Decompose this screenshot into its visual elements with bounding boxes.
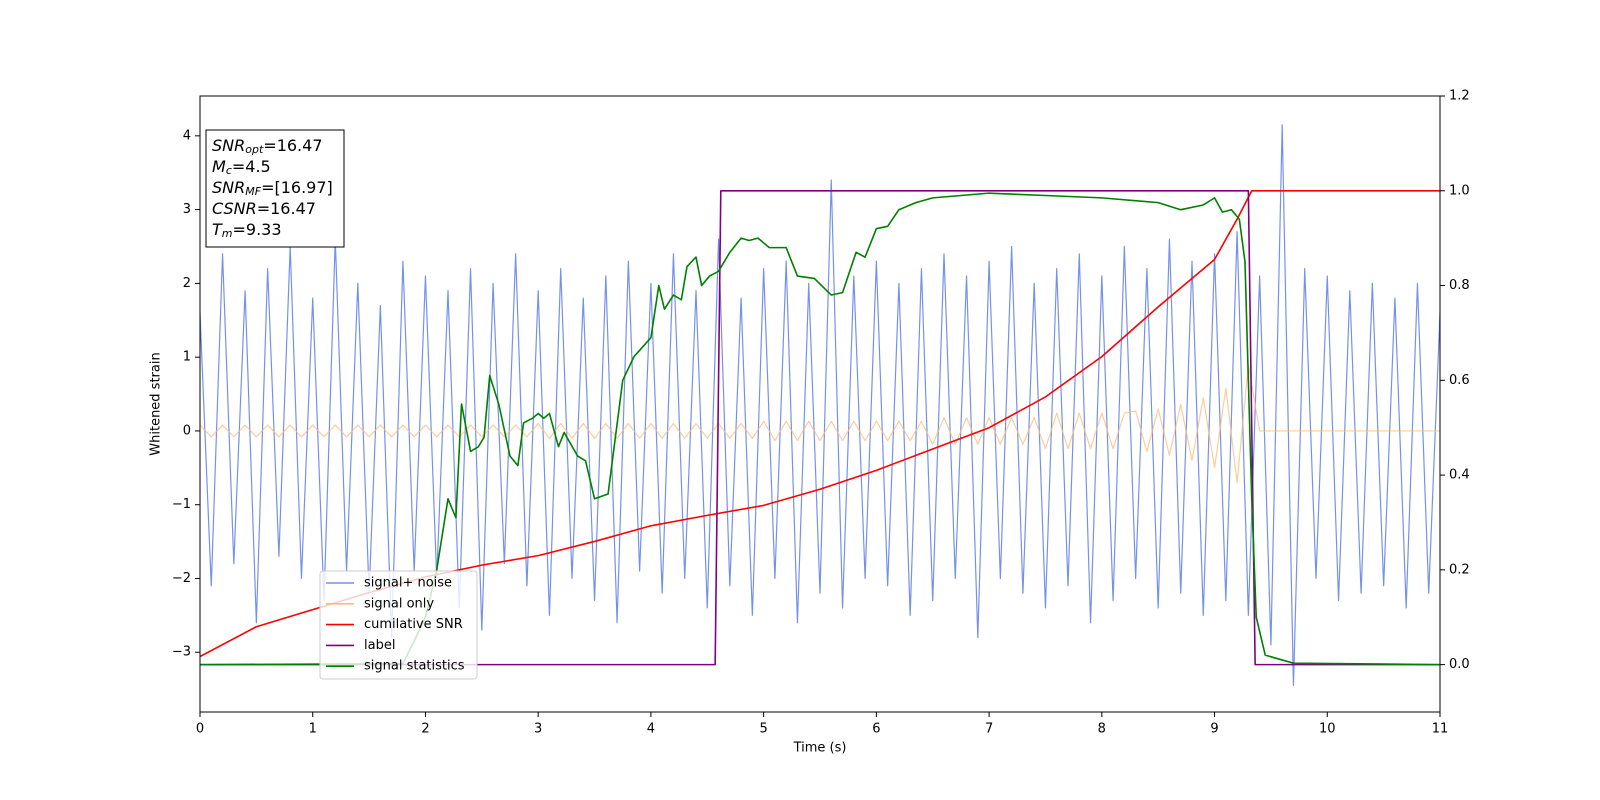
y2-tick-label: 1.0 xyxy=(1449,183,1470,198)
x-tick-label: 1 xyxy=(309,722,317,737)
x-axis-label: Time (s) xyxy=(793,741,847,756)
x-tick-label: 7 xyxy=(985,722,993,737)
x-tick-label: 8 xyxy=(1098,722,1106,737)
y-tick-label: 4 xyxy=(183,128,191,143)
annotation-text: =16.47 xyxy=(257,199,316,218)
annotation-box xyxy=(205,129,345,248)
legend-box xyxy=(319,570,478,680)
annotation-subscript: m xyxy=(222,227,233,240)
annotation-text: =4.5 xyxy=(232,157,271,176)
x-tick-label: 0 xyxy=(196,722,204,737)
x-tick-label: 3 xyxy=(534,722,542,737)
annotation: CSNR=16.47 xyxy=(212,199,316,218)
legend-label: signal statistics xyxy=(364,659,465,674)
series-line xyxy=(200,363,1440,484)
annotation-symbol: CSNR xyxy=(212,199,257,218)
annotation-text: =16.47 xyxy=(263,136,322,155)
annotation: Tm=9.33 xyxy=(212,220,282,241)
y-tick-label: 3 xyxy=(183,202,191,217)
y2-tick-label: 0.6 xyxy=(1449,373,1470,388)
legend-label: signal only xyxy=(364,596,434,611)
y-tick-label: −1 xyxy=(172,497,191,512)
legend-label: cumilative SNR xyxy=(364,617,463,632)
legend-label: signal+ noise xyxy=(364,576,452,591)
x-tick-label: 5 xyxy=(759,722,767,737)
y-tick-label: −2 xyxy=(172,571,191,586)
x-tick-label: 6 xyxy=(872,722,880,737)
annotation-symbol: M xyxy=(212,157,226,176)
y2-tick-label: 1.2 xyxy=(1449,89,1470,104)
annotation-text: =[16.97] xyxy=(261,178,333,197)
x-tick-label: 4 xyxy=(647,722,655,737)
annotation-symbol: SNR xyxy=(212,136,245,155)
y2-tick-label: 0.4 xyxy=(1449,468,1470,483)
y2-tick-label: 0.0 xyxy=(1449,657,1470,672)
x-tick-label: 9 xyxy=(1210,722,1218,737)
y-tick-label: 1 xyxy=(183,350,191,365)
annotation: SNRMF=[16.97] xyxy=(212,178,333,199)
y-axis-label: Whitened strain xyxy=(149,352,164,455)
legend-label: label xyxy=(364,638,395,653)
series-line xyxy=(200,124,1440,687)
annotation-subscript: c xyxy=(226,164,232,177)
annotation-symbol: T xyxy=(212,220,223,239)
series-line xyxy=(200,192,1440,666)
y2-tick-label: 0.2 xyxy=(1449,562,1470,577)
annotation-text: =9.33 xyxy=(233,220,282,239)
annotation-symbol: SNR xyxy=(212,178,245,197)
annotation: Mc=4.5 xyxy=(212,157,271,178)
y2-tick-label: 0.8 xyxy=(1449,278,1470,293)
series-line xyxy=(200,189,1440,666)
annotation: SNRopt=16.47 xyxy=(212,136,323,157)
annotation-subscript: opt xyxy=(245,143,264,156)
x-tick-label: 10 xyxy=(1319,722,1336,737)
x-tick-label: 11 xyxy=(1432,722,1449,737)
y-tick-label: 2 xyxy=(183,276,191,291)
annotation-subscript: MF xyxy=(245,185,261,198)
y-tick-label: 0 xyxy=(183,423,191,438)
x-tick-label: 2 xyxy=(421,722,429,737)
y-tick-label: −3 xyxy=(172,645,191,660)
axes-frame xyxy=(199,95,1441,713)
